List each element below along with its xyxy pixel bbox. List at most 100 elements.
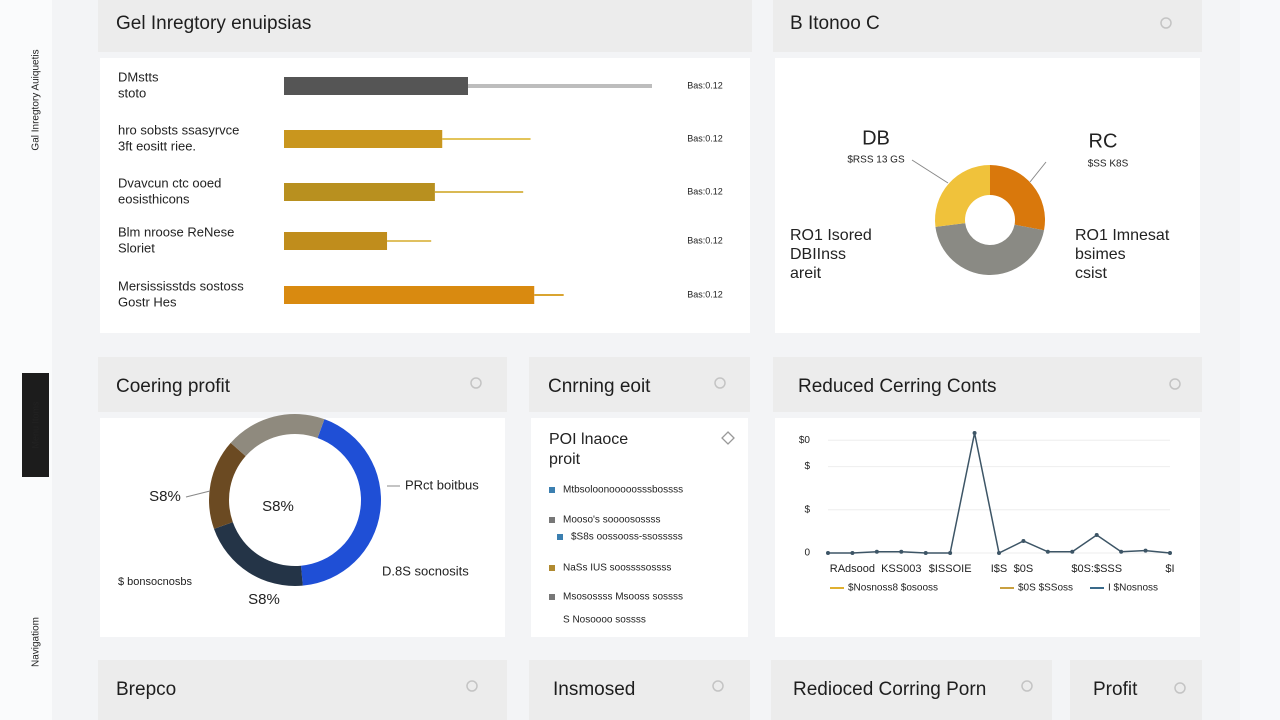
menu-label[interactable]: Menu Itoms [30,401,40,449]
annotation: D.8S socnosits [382,563,469,578]
donut-slice [990,165,1045,231]
donut-slice [935,165,990,227]
point [1143,548,1148,553]
annotation: S8% [248,591,280,608]
annotation: RO1 Isored [790,227,872,244]
annotation: $SS K8S [1088,159,1129,170]
point [826,551,830,555]
panel-header [98,357,507,412]
bar [284,232,388,250]
list-item: Mtbsoloonooooosssbossss [563,485,683,496]
panel [531,418,748,637]
leader-line [185,490,211,498]
settings-icon[interactable] [1169,378,1181,390]
panel-header [98,0,752,52]
point [923,551,928,555]
row-note: Bas:0.12 [687,289,723,299]
panel-title: Brepco [116,679,176,700]
point [948,551,953,555]
settings-icon[interactable] [470,377,482,389]
row-label: Blm nroose ReNese [118,224,234,239]
annotation: RO1 Imnesat [1075,227,1170,244]
diamond-icon[interactable] [721,431,735,445]
row-note: Bas:0.12 [687,133,723,143]
bullet [549,517,555,523]
sidebar [0,0,52,720]
bar [284,183,435,201]
panel-title: Redioced Corring Porn [793,679,986,700]
donut-slice [213,522,303,586]
sidebar-title: Gal Inregtory Auiquetis [31,49,42,150]
annotation: RC [1089,130,1118,152]
point [1021,539,1026,543]
leader-line [1029,161,1047,183]
x-tick-label: RAdsood [830,563,875,575]
panel-title: B Itonoo C [790,13,880,34]
row-note: Bas:0.12 [687,186,723,196]
row-label: hro sobsts ssasyrvce [118,122,239,137]
point [997,551,1001,555]
panel-header [529,357,750,412]
settings-icon[interactable] [1174,682,1186,694]
x-tick-label: KSS003 [881,563,921,575]
bar [284,77,468,95]
point [1119,549,1124,554]
panel [775,418,1200,637]
list-item: S Nosoooo sossss [563,615,646,626]
settings-icon[interactable] [466,680,478,692]
panel [100,418,505,637]
panel-header [773,357,1202,412]
panel [775,58,1200,333]
legend-label: I $Nosnoss [1108,583,1158,594]
panel-title: Cnrning eoit [548,376,651,397]
row-label: stoto [118,85,146,100]
list-item: Mooso's soooosossss [563,515,661,526]
bullet [557,534,563,540]
x-tick-label: $0S [1014,563,1034,575]
panel-header [98,660,507,720]
row-label: 3ft eositt riee. [118,138,196,153]
y-tick-label: 0 [804,548,810,559]
annotation: DBIInss [790,246,846,263]
bullet [549,487,555,493]
point [899,549,904,554]
point [1045,549,1050,554]
bar [284,286,535,304]
x-tick-label: I$S [991,563,1008,575]
list-item: NaSs IUS soossssossss [563,563,671,574]
row-label: Sloriet [118,240,155,255]
panel-title: Reduced Cerring Conts [798,376,997,397]
panel-header [529,660,750,720]
sidebar-nav[interactable]: Navigatiom [31,617,42,667]
x-tick-label: $I [1165,563,1174,575]
settings-icon[interactable] [1160,17,1172,29]
settings-icon[interactable] [714,377,726,389]
donut-slice [935,223,1045,275]
donut-slice [300,419,381,586]
bar [284,130,443,148]
right-strip [1240,0,1280,720]
menu-button[interactable] [22,373,49,477]
point [972,431,977,435]
annotation: PRct boitbus [405,477,479,492]
settings-icon[interactable] [712,680,724,692]
list-item: $S8s oossooss-ssosssss [571,532,683,543]
legend-label: $Nosnoss8 $osooss [848,583,938,594]
donut-slice [230,414,325,457]
x-tick-label: $ISSOIE [929,563,972,575]
point [1094,533,1099,537]
row-label: Dvavcun ctc ooed [118,175,221,190]
panel-title: Coering profit [116,376,231,397]
settings-icon[interactable] [1021,680,1033,692]
panel-header [771,660,1052,720]
annotation: DB [862,127,890,149]
panel-title: Gel Inregtory enuipsias [116,13,311,34]
row-note: Bas:0.12 [687,80,723,90]
annotation: S8% [262,498,294,515]
annotation: bsimes [1075,246,1126,263]
row-label: Mersississtds sostoss [118,278,244,293]
annotation: $ bonsocnosbs [118,576,192,588]
annotation: $RSS 13 GS [847,155,905,166]
annotation: S8% [149,488,181,505]
list-item: Msosossss Msooss sossss [563,592,683,603]
